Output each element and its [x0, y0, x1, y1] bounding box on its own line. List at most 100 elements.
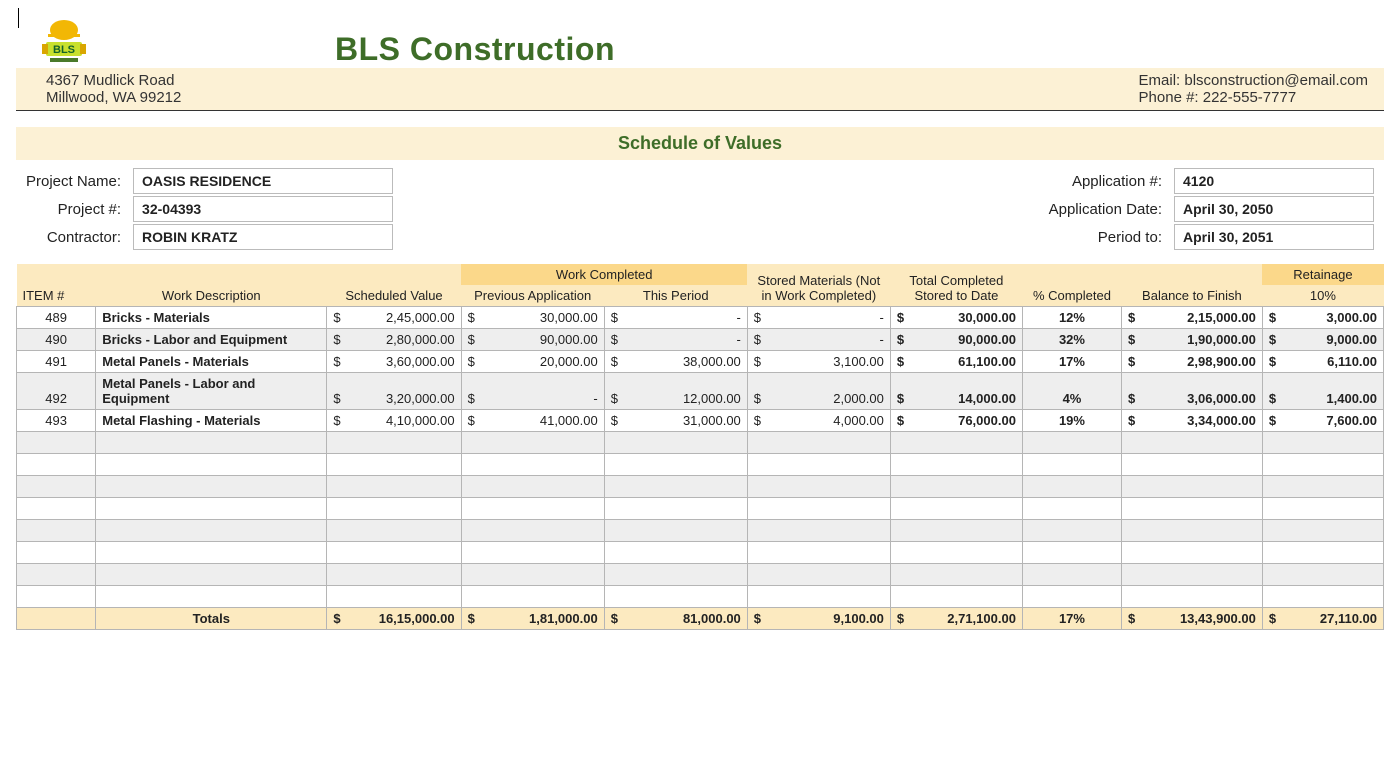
money-cell[interactable]: $3,06,000.00 [1121, 373, 1262, 410]
money-cell[interactable]: $- [747, 307, 890, 329]
money-cell[interactable]: $6,110.00 [1262, 351, 1383, 373]
desc-cell[interactable]: Metal Flashing - Materials [96, 410, 327, 432]
desc-cell[interactable]: Metal Panels - Labor and Equipment [96, 373, 327, 410]
pct-cell[interactable]: 17% [1022, 351, 1121, 373]
empty-cell[interactable] [747, 564, 890, 586]
empty-cell[interactable] [1022, 564, 1121, 586]
empty-cell[interactable] [1262, 564, 1383, 586]
empty-cell[interactable] [1022, 432, 1121, 454]
money-cell[interactable]: $2,71,100.00 [890, 608, 1022, 630]
empty-cell[interactable] [1262, 520, 1383, 542]
empty-cell[interactable] [1121, 432, 1262, 454]
empty-cell[interactable] [1262, 432, 1383, 454]
money-cell[interactable]: $2,45,000.00 [327, 307, 461, 329]
money-cell[interactable]: $13,43,900.00 [1121, 608, 1262, 630]
empty-cell[interactable] [604, 542, 747, 564]
empty-cell[interactable] [890, 498, 1022, 520]
desc-cell[interactable]: Metal Panels - Materials [96, 351, 327, 373]
empty-cell[interactable] [1121, 542, 1262, 564]
empty-cell[interactable] [327, 520, 461, 542]
money-cell[interactable]: $16,15,000.00 [327, 608, 461, 630]
empty-cell[interactable] [461, 498, 604, 520]
empty-cell[interactable] [1121, 564, 1262, 586]
money-cell[interactable]: $4,10,000.00 [327, 410, 461, 432]
empty-cell[interactable] [96, 520, 327, 542]
empty-cell[interactable] [1121, 586, 1262, 608]
money-cell[interactable]: $2,80,000.00 [327, 329, 461, 351]
empty-cell[interactable] [1121, 454, 1262, 476]
money-cell[interactable]: $1,81,000.00 [461, 608, 604, 630]
app-date-value[interactable]: April 30, 2050 [1174, 196, 1374, 222]
empty-cell[interactable] [1262, 498, 1383, 520]
money-cell[interactable]: $61,100.00 [890, 351, 1022, 373]
item-cell[interactable]: 490 [17, 329, 96, 351]
empty-cell[interactable] [604, 498, 747, 520]
empty-cell[interactable] [461, 564, 604, 586]
empty-cell[interactable] [327, 498, 461, 520]
money-cell[interactable]: $3,34,000.00 [1121, 410, 1262, 432]
empty-cell[interactable] [17, 454, 96, 476]
money-cell[interactable]: $14,000.00 [890, 373, 1022, 410]
empty-cell[interactable] [96, 542, 327, 564]
empty-cell[interactable] [604, 564, 747, 586]
money-cell[interactable]: $27,110.00 [1262, 608, 1383, 630]
empty-cell[interactable] [96, 564, 327, 586]
empty-cell[interactable] [747, 498, 890, 520]
empty-cell[interactable] [1022, 520, 1121, 542]
empty-cell[interactable] [604, 586, 747, 608]
empty-cell[interactable] [327, 432, 461, 454]
empty-cell[interactable] [461, 520, 604, 542]
empty-cell[interactable] [747, 454, 890, 476]
item-cell[interactable]: 489 [17, 307, 96, 329]
money-cell[interactable]: $3,20,000.00 [327, 373, 461, 410]
empty-cell[interactable] [1121, 476, 1262, 498]
pct-cell[interactable]: 12% [1022, 307, 1121, 329]
money-cell[interactable]: $- [604, 307, 747, 329]
app-num-value[interactable]: 4120 [1174, 168, 1374, 194]
empty-cell[interactable] [890, 564, 1022, 586]
empty-cell[interactable] [1262, 454, 1383, 476]
money-cell[interactable]: $90,000.00 [461, 329, 604, 351]
empty-cell[interactable] [1022, 454, 1121, 476]
money-cell[interactable]: $12,000.00 [604, 373, 747, 410]
item-cell[interactable]: 493 [17, 410, 96, 432]
empty-cell[interactable] [17, 564, 96, 586]
money-cell[interactable]: $90,000.00 [890, 329, 1022, 351]
empty-cell[interactable] [747, 520, 890, 542]
money-cell[interactable]: $2,15,000.00 [1121, 307, 1262, 329]
pct-cell[interactable]: 32% [1022, 329, 1121, 351]
project-name-value[interactable]: OASIS RESIDENCE [133, 168, 393, 194]
empty-cell[interactable] [890, 542, 1022, 564]
pct-cell[interactable]: 4% [1022, 373, 1121, 410]
empty-cell[interactable] [1262, 542, 1383, 564]
empty-cell[interactable] [17, 476, 96, 498]
empty-cell[interactable] [890, 476, 1022, 498]
empty-cell[interactable] [96, 476, 327, 498]
empty-cell[interactable] [890, 520, 1022, 542]
desc-cell[interactable]: Bricks - Materials [96, 307, 327, 329]
empty-cell[interactable] [327, 454, 461, 476]
item-cell[interactable]: 492 [17, 373, 96, 410]
money-cell[interactable]: $3,000.00 [1262, 307, 1383, 329]
money-cell[interactable]: $9,100.00 [747, 608, 890, 630]
empty-cell[interactable] [96, 586, 327, 608]
money-cell[interactable]: $7,600.00 [1262, 410, 1383, 432]
money-cell[interactable]: $30,000.00 [461, 307, 604, 329]
money-cell[interactable]: $- [604, 329, 747, 351]
empty-cell[interactable] [17, 498, 96, 520]
empty-cell[interactable] [1022, 476, 1121, 498]
empty-cell[interactable] [17, 586, 96, 608]
money-cell[interactable]: $9,000.00 [1262, 329, 1383, 351]
empty-cell[interactable] [747, 586, 890, 608]
empty-cell[interactable] [461, 454, 604, 476]
empty-cell[interactable] [96, 432, 327, 454]
empty-cell[interactable] [17, 542, 96, 564]
empty-cell[interactable] [327, 542, 461, 564]
empty-cell[interactable] [1022, 498, 1121, 520]
project-num-value[interactable]: 32-04393 [133, 196, 393, 222]
empty-cell[interactable] [96, 498, 327, 520]
money-cell[interactable]: $20,000.00 [461, 351, 604, 373]
empty-cell[interactable] [1022, 542, 1121, 564]
period-to-value[interactable]: April 30, 2051 [1174, 224, 1374, 250]
empty-cell[interactable] [604, 454, 747, 476]
